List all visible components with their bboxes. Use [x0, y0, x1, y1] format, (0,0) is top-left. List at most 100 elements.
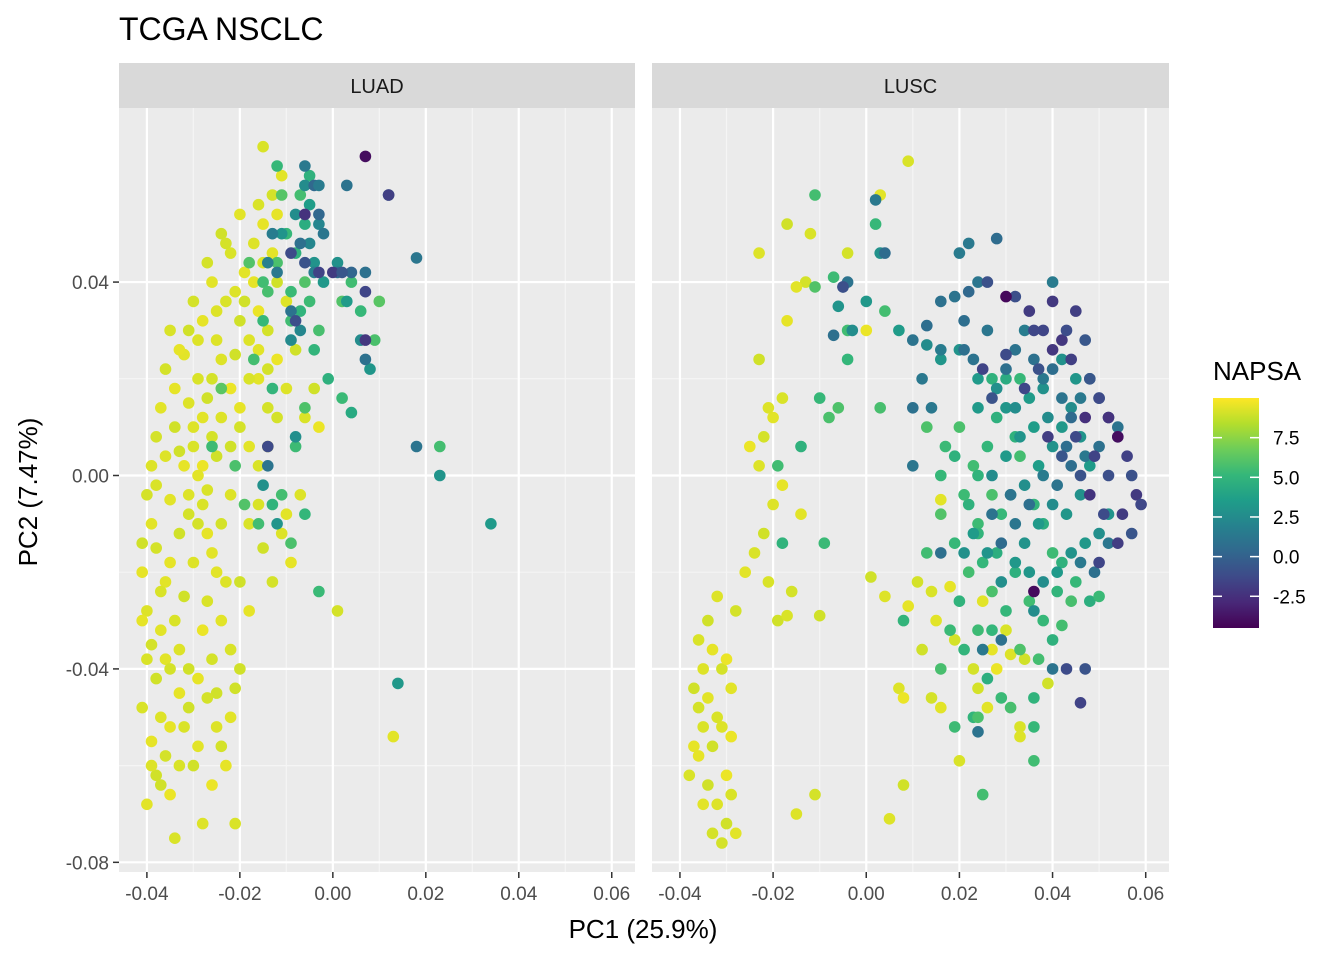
- data-point: [159, 450, 172, 463]
- data-point: [1009, 290, 1022, 303]
- data-point: [846, 324, 859, 337]
- data-point: [1037, 373, 1049, 385]
- data-point: [702, 692, 714, 704]
- data-point: [182, 489, 195, 501]
- data-point: [967, 353, 980, 366]
- data-point: [962, 285, 975, 298]
- data-point: [823, 411, 835, 424]
- data-point: [1060, 440, 1073, 453]
- data-point: [368, 334, 381, 346]
- data-point: [1093, 556, 1105, 569]
- data-point: [1042, 677, 1054, 690]
- data-point: [289, 344, 302, 356]
- data-point: [725, 682, 737, 695]
- data-point: [711, 590, 723, 603]
- data-point: [990, 663, 1003, 675]
- data-point: [1112, 431, 1124, 443]
- data-point: [1125, 527, 1138, 540]
- data-point: [758, 527, 770, 540]
- data-point: [795, 440, 807, 453]
- data-point: [1037, 614, 1049, 627]
- data-point: [948, 450, 961, 463]
- data-point: [972, 624, 984, 636]
- data-point: [164, 556, 176, 569]
- data-point: [986, 508, 998, 520]
- data-point: [1028, 721, 1040, 733]
- data-point: [860, 324, 873, 337]
- data-point: [981, 276, 994, 288]
- data-point: [257, 479, 269, 492]
- data-point: [262, 256, 274, 269]
- data-point: [1000, 624, 1012, 636]
- data-point: [434, 440, 446, 453]
- data-point: [169, 382, 181, 395]
- data-point: [224, 247, 237, 259]
- data-point: [150, 479, 162, 492]
- data-point: [224, 440, 237, 453]
- data-point: [215, 614, 228, 627]
- data-point: [252, 344, 265, 356]
- data-point: [164, 788, 176, 801]
- data-point: [958, 344, 970, 356]
- data-point: [1070, 576, 1082, 588]
- data-point: [196, 315, 209, 327]
- data-point: [299, 218, 311, 230]
- data-point: [711, 711, 723, 724]
- data-point: [280, 382, 293, 395]
- data-point: [229, 817, 241, 830]
- data-point: [1023, 305, 1036, 317]
- data-point: [1065, 460, 1077, 472]
- data-point: [772, 460, 784, 472]
- data-point: [809, 189, 821, 201]
- data-point: [1023, 566, 1036, 578]
- data-point: [986, 489, 998, 501]
- data-point: [294, 324, 307, 337]
- data-point: [1135, 498, 1147, 511]
- data-point: [981, 701, 994, 714]
- data-point: [944, 580, 956, 593]
- legend-label: 2.5: [1273, 508, 1299, 529]
- data-point: [164, 721, 176, 733]
- data-point: [1028, 585, 1040, 598]
- data-point: [939, 440, 952, 453]
- data-point: [1014, 730, 1026, 743]
- legend: NAPSA 7.5 5.0 2.5 0.0 -2.5: [1213, 356, 1306, 628]
- data-point: [935, 701, 947, 714]
- data-point: [252, 373, 265, 385]
- data-point: [257, 315, 269, 327]
- data-point: [182, 508, 195, 520]
- data-point: [725, 788, 737, 801]
- data-point: [813, 392, 826, 404]
- data-point: [795, 508, 807, 520]
- data-point: [1065, 547, 1077, 559]
- data-point: [921, 339, 933, 351]
- data-point: [1037, 576, 1049, 588]
- data-point: [206, 431, 218, 443]
- x-axis-title: PC1 (25.9%): [569, 914, 718, 944]
- data-point: [879, 305, 891, 317]
- data-point: [299, 411, 311, 424]
- data-point: [159, 576, 172, 588]
- data-point: [716, 721, 728, 733]
- data-point: [725, 730, 737, 743]
- data-point: [897, 614, 910, 627]
- data-point: [1018, 537, 1031, 549]
- data-point: [730, 605, 742, 617]
- data-point: [1000, 348, 1012, 361]
- data-point: [753, 353, 765, 366]
- data-point: [262, 285, 274, 298]
- data-point: [1121, 450, 1133, 463]
- data-point: [155, 402, 167, 414]
- data-point: [739, 566, 751, 578]
- data-point: [215, 227, 228, 240]
- data-point: [976, 788, 989, 801]
- data-point: [1004, 701, 1017, 714]
- data-point: [155, 779, 167, 791]
- data-point: [762, 402, 775, 414]
- data-point: [1079, 450, 1091, 463]
- data-point: [930, 614, 942, 627]
- data-point: [907, 334, 919, 346]
- data-point: [220, 295, 232, 308]
- data-point: [238, 498, 251, 511]
